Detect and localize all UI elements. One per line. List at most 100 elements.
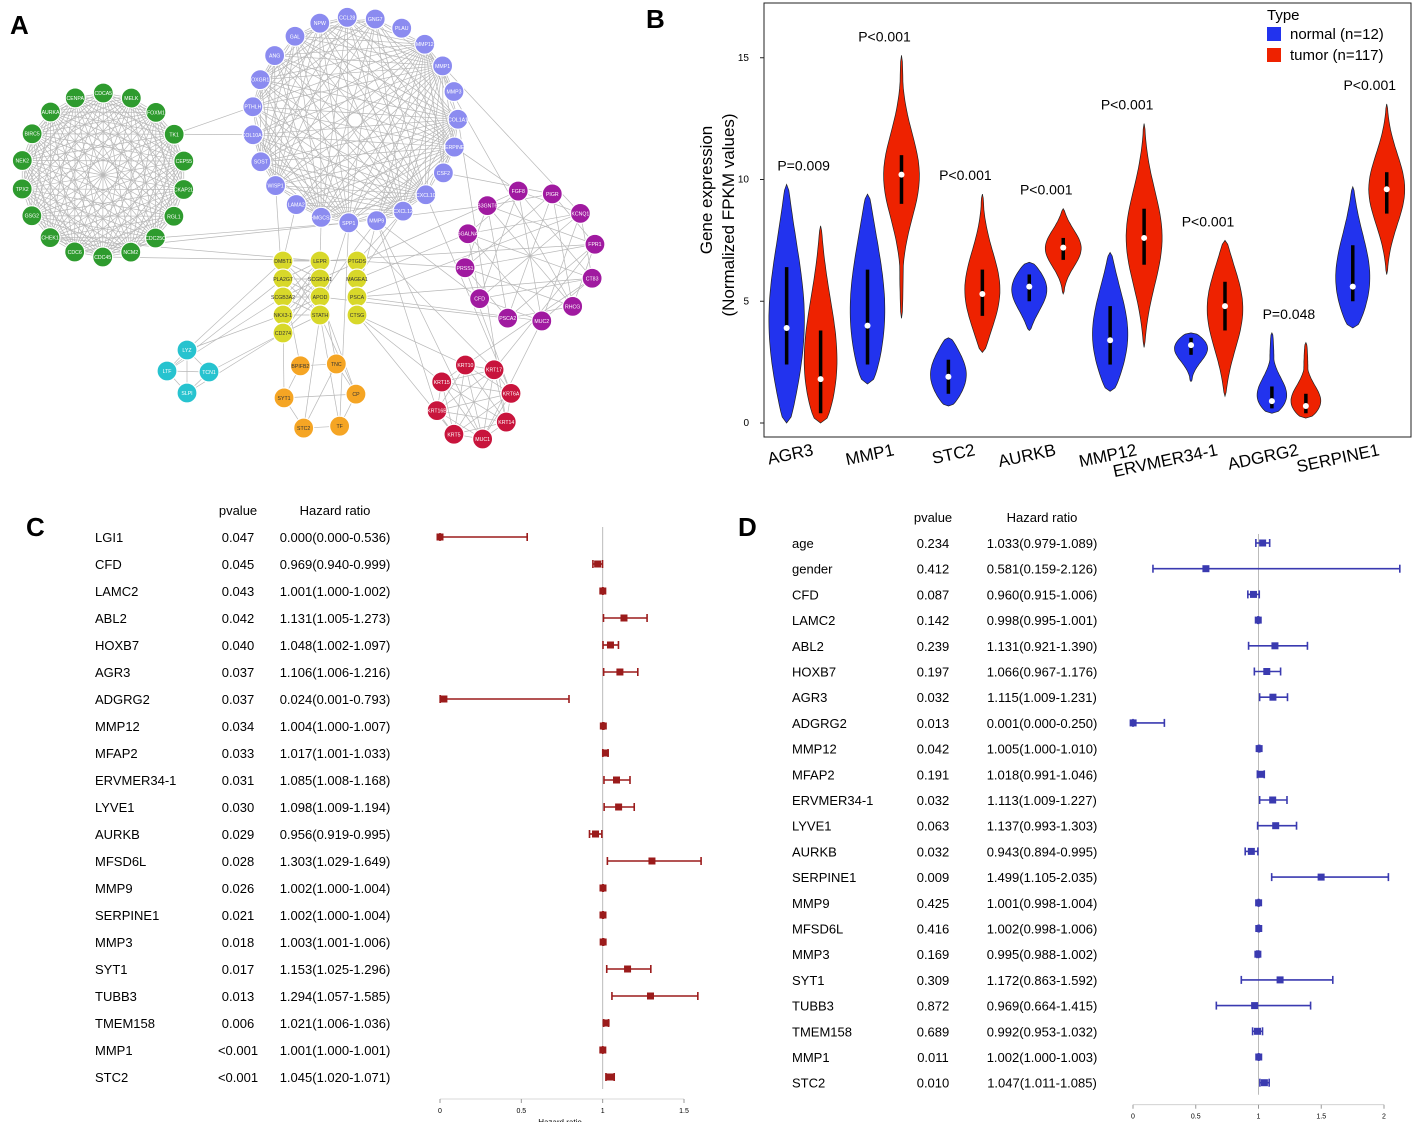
network-node-circle [309, 12, 331, 34]
panel-label-a: A [10, 10, 29, 40]
network-edge [260, 17, 348, 80]
hazard-ratio-cell: 0.969(0.940-0.999) [280, 557, 391, 572]
network-edge [348, 65, 443, 223]
network-edge [31, 133, 51, 238]
network-edge [253, 134, 455, 148]
p-value-label: P<0.001 [1020, 182, 1073, 198]
network-node-label: MMP12 [416, 42, 434, 48]
network-node-cyan: LTF [156, 360, 178, 382]
network-edge [31, 215, 156, 239]
gene-label: age [792, 536, 814, 551]
hazard-ratio-cell: 1.131(0.921-1.390) [987, 639, 1098, 654]
hazard-ratio-cell: 1.018(0.991-1.046) [987, 767, 1098, 782]
network-edge [32, 112, 156, 135]
network-node-blue: CXCL12 [392, 200, 414, 222]
forest-plot-univariate: pvalue Hazard ratio LGI1 0.047 0.000(0.000-0… [95, 503, 702, 1122]
network-node-circle [366, 210, 388, 232]
hazard-ratio-cell: 1.045(1.020-1.071) [280, 1070, 391, 1085]
forest-row: AGR3 0.032 1.115(1.009-1.231) [792, 690, 1289, 705]
network-node-circle [293, 417, 315, 439]
pvalue-cell: 0.416 [917, 922, 950, 937]
network-edge [32, 97, 132, 135]
forest-row: ABL2 0.042 1.131(1.005-1.273) [95, 611, 648, 626]
hazard-ratio-marker [1255, 925, 1263, 932]
network-edge [186, 314, 284, 351]
forest-row: MMP9 0.425 1.001(0.998-1.004) [792, 896, 1263, 911]
network-edge [375, 18, 443, 67]
gene-label: MFAP2 [792, 767, 835, 782]
network-node-circle [497, 307, 519, 329]
network-node-label: KRT15 [434, 380, 450, 386]
network-node-blue: HMGCS2 [310, 206, 332, 228]
tumor-median [979, 290, 986, 297]
network-node-label: FPR1 [588, 242, 601, 248]
network-edge [402, 146, 455, 212]
network-edge [442, 65, 444, 173]
network-edge [103, 92, 184, 190]
forest-row: ERVMER34-1 0.031 1.085(1.008-1.168) [95, 773, 631, 788]
network-edge [260, 36, 296, 162]
forest-row: AGR3 0.037 1.106(1.006-1.216) [95, 665, 639, 680]
network-edge [21, 97, 76, 190]
network-edge [260, 18, 376, 80]
p-value-label: P=0.048 [1263, 306, 1316, 322]
network-edge [252, 43, 425, 108]
forest-row: LGI1 0.047 0.000(0.000-0.536) [95, 530, 528, 545]
legend-title: Type [1267, 7, 1300, 24]
gene-label: MFAP2 [95, 746, 138, 761]
hazard-ratio-marker [1257, 770, 1265, 778]
category-label: SERPINE1 [1295, 440, 1381, 476]
network-node-purple: B3GNT6 [476, 195, 498, 217]
hazard-ratio-cell: 1.047(1.011-1.085) [987, 1076, 1097, 1091]
network-edge [75, 97, 184, 162]
network-node-label: ST6GALNAC1 [451, 232, 485, 238]
network-node-circle [173, 150, 195, 172]
gene-label: MMP12 [95, 719, 140, 734]
network-node-circle [264, 174, 287, 197]
network-edge [31, 97, 76, 216]
tumor-median [1141, 234, 1148, 241]
network-edge [294, 36, 322, 218]
network-node-purple: KCNQ1 [569, 202, 591, 224]
network-edge [260, 79, 455, 148]
network-edge [374, 18, 427, 195]
network-node-yellow: SCGB1A1 [308, 268, 332, 290]
network-edge [376, 44, 426, 221]
network-node-blue: MMP3 [443, 80, 465, 103]
hazard-ratio-marker [1272, 822, 1280, 830]
hazard-ratio-marker [1255, 745, 1263, 753]
network-node-label: CXCL10 [416, 193, 436, 199]
network-edge [260, 161, 322, 218]
network-node-label: CTSG [350, 313, 364, 319]
network-edge [274, 55, 276, 186]
network-edge [356, 260, 466, 269]
hazard-ratio-marker [594, 560, 602, 568]
network-node-green: NCM2 [120, 241, 142, 263]
category-label: AURKB [996, 440, 1057, 471]
hazard-ratio-marker [602, 1019, 610, 1027]
network-node-label: CDC25C [145, 236, 166, 242]
network-edge [22, 133, 175, 161]
network-node-green: TPX2 [11, 178, 33, 200]
gene-label: gender [792, 562, 833, 577]
p-value-label: P=0.009 [777, 157, 830, 173]
network-edge [49, 92, 104, 238]
network-edge [50, 111, 175, 135]
network-edge [252, 106, 322, 218]
network-edge [346, 17, 455, 148]
forest-row: HOXB7 0.040 1.048(1.002-1.097) [95, 638, 620, 653]
forest-row: STC2 <0.001 1.045(1.020-1.071) [95, 1070, 616, 1085]
network-node-circle [92, 82, 114, 104]
network-node-green: FOXM1 [145, 101, 167, 123]
network-edge [275, 65, 443, 186]
network-node-circle [163, 205, 185, 227]
tumor-median [817, 376, 824, 383]
network-edge [374, 18, 459, 120]
pvalue-cell: 0.043 [222, 584, 255, 599]
network-edge [21, 97, 132, 190]
network-edge [31, 92, 104, 135]
network-node-green: GSG2 [21, 205, 43, 227]
network-node-label: SLPI [181, 391, 192, 397]
gene-label: SERPINE1 [792, 870, 856, 885]
hazard-ratio-cell: 0.969(0.664-1.415) [987, 999, 1098, 1014]
